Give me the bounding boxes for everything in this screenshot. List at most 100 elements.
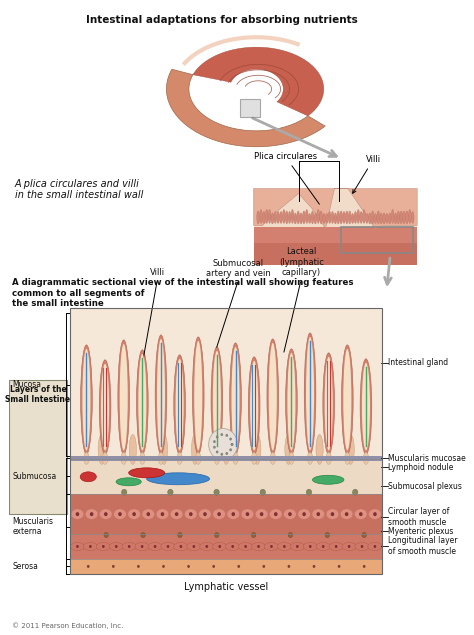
Ellipse shape xyxy=(214,452,219,464)
Circle shape xyxy=(288,565,290,568)
Circle shape xyxy=(132,512,136,516)
Circle shape xyxy=(226,434,228,437)
Circle shape xyxy=(209,429,237,460)
Ellipse shape xyxy=(122,542,137,551)
Ellipse shape xyxy=(346,211,348,224)
Circle shape xyxy=(270,545,273,548)
Ellipse shape xyxy=(200,542,214,551)
Circle shape xyxy=(237,565,240,568)
Ellipse shape xyxy=(331,211,334,224)
Ellipse shape xyxy=(303,542,318,551)
Circle shape xyxy=(216,450,219,453)
Ellipse shape xyxy=(157,339,165,450)
Ellipse shape xyxy=(340,211,343,224)
Polygon shape xyxy=(254,189,417,229)
Circle shape xyxy=(141,545,144,548)
Circle shape xyxy=(175,512,178,516)
Ellipse shape xyxy=(351,213,354,224)
Ellipse shape xyxy=(323,353,335,455)
Circle shape xyxy=(302,512,306,516)
Ellipse shape xyxy=(406,211,408,224)
Text: Plica circulares: Plica circulares xyxy=(254,152,319,204)
Ellipse shape xyxy=(85,509,98,519)
Ellipse shape xyxy=(388,213,391,224)
Circle shape xyxy=(361,545,364,548)
Ellipse shape xyxy=(174,355,185,455)
Ellipse shape xyxy=(328,211,331,224)
Ellipse shape xyxy=(248,357,260,455)
FancyBboxPatch shape xyxy=(70,534,382,559)
Ellipse shape xyxy=(397,211,400,224)
Circle shape xyxy=(192,545,195,548)
Ellipse shape xyxy=(291,210,294,224)
Ellipse shape xyxy=(347,434,354,464)
Text: Mucosa: Mucosa xyxy=(13,380,42,389)
Ellipse shape xyxy=(100,509,112,519)
Ellipse shape xyxy=(270,509,282,519)
Text: Villi: Villi xyxy=(353,155,381,193)
Ellipse shape xyxy=(265,210,268,224)
Ellipse shape xyxy=(288,211,291,224)
Circle shape xyxy=(76,512,79,516)
Ellipse shape xyxy=(323,213,325,224)
Ellipse shape xyxy=(409,210,411,224)
FancyBboxPatch shape xyxy=(70,308,382,459)
FancyBboxPatch shape xyxy=(70,559,382,574)
Ellipse shape xyxy=(334,213,337,224)
Circle shape xyxy=(112,565,115,568)
Ellipse shape xyxy=(269,343,277,450)
Ellipse shape xyxy=(254,434,261,464)
Ellipse shape xyxy=(268,210,271,224)
Ellipse shape xyxy=(320,211,322,224)
Ellipse shape xyxy=(345,452,350,464)
Ellipse shape xyxy=(317,210,319,224)
Ellipse shape xyxy=(226,542,240,551)
Ellipse shape xyxy=(251,542,266,551)
Ellipse shape xyxy=(337,211,339,224)
Text: Serosa: Serosa xyxy=(13,562,38,571)
Circle shape xyxy=(335,545,337,548)
Ellipse shape xyxy=(385,213,388,224)
Ellipse shape xyxy=(161,542,175,551)
Ellipse shape xyxy=(311,211,314,224)
Ellipse shape xyxy=(383,213,385,224)
Circle shape xyxy=(251,533,256,538)
Ellipse shape xyxy=(363,452,369,464)
Ellipse shape xyxy=(302,211,305,224)
Ellipse shape xyxy=(289,452,294,464)
Circle shape xyxy=(313,565,315,568)
Ellipse shape xyxy=(192,337,204,455)
Circle shape xyxy=(212,565,215,568)
Ellipse shape xyxy=(326,452,331,464)
Ellipse shape xyxy=(290,542,304,551)
Ellipse shape xyxy=(211,347,223,455)
Ellipse shape xyxy=(285,434,292,464)
Ellipse shape xyxy=(403,211,405,224)
Circle shape xyxy=(214,489,219,495)
Ellipse shape xyxy=(285,349,297,455)
Circle shape xyxy=(115,545,118,548)
Ellipse shape xyxy=(99,360,111,455)
Ellipse shape xyxy=(297,211,300,224)
Ellipse shape xyxy=(308,213,311,224)
Circle shape xyxy=(317,512,320,516)
Ellipse shape xyxy=(137,350,148,455)
Ellipse shape xyxy=(325,357,333,450)
Ellipse shape xyxy=(368,542,382,551)
Circle shape xyxy=(216,436,219,438)
Circle shape xyxy=(288,512,292,516)
Ellipse shape xyxy=(80,472,96,482)
Ellipse shape xyxy=(329,542,343,551)
Ellipse shape xyxy=(156,509,169,519)
Ellipse shape xyxy=(342,542,356,551)
Circle shape xyxy=(168,489,173,495)
Ellipse shape xyxy=(142,509,155,519)
Ellipse shape xyxy=(270,452,275,464)
Text: Layers of the
Small Intestine: Layers of the Small Intestine xyxy=(5,385,71,404)
Ellipse shape xyxy=(212,542,227,551)
Ellipse shape xyxy=(314,213,317,224)
Circle shape xyxy=(180,545,182,548)
Circle shape xyxy=(226,452,228,455)
Ellipse shape xyxy=(348,211,351,224)
Ellipse shape xyxy=(128,509,140,519)
